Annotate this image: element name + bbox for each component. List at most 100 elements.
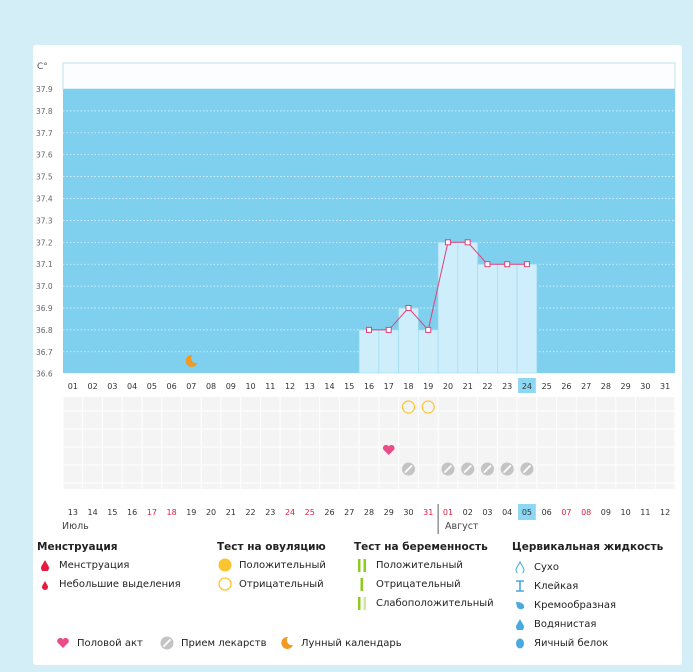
date-label: 09 xyxy=(601,508,611,517)
temperature-bar xyxy=(378,329,399,374)
egg-white-icon xyxy=(512,637,528,649)
medication-mark-stripe xyxy=(463,465,472,473)
temperature-bar xyxy=(497,263,518,374)
medication-mark-stripe xyxy=(503,465,512,473)
temperature-bar xyxy=(477,263,498,374)
date-label: 13 xyxy=(68,508,78,517)
blood-drop-icon xyxy=(37,559,53,571)
legend-cervical-watery-item: Водянистая xyxy=(512,618,596,630)
legend-cervical-eggwhite-label: Яичный белок xyxy=(534,637,609,649)
legend-moon-label: Лунный календарь xyxy=(301,637,402,649)
x-tick-label: 27 xyxy=(581,382,591,391)
y-tick-label: 37.6 xyxy=(36,151,53,160)
x-tick-label: 15 xyxy=(344,382,354,391)
legend-menstruation-label: Менструация xyxy=(59,559,130,571)
x-tick-label: 31 xyxy=(660,382,670,391)
date-label: 31 xyxy=(423,508,433,517)
selected-day-highlight xyxy=(518,378,536,393)
x-tick-label: 01 xyxy=(68,382,78,391)
x-tick-label: 14 xyxy=(324,382,334,391)
x-tick-label: 02 xyxy=(88,382,98,391)
ovulation-negative-mark xyxy=(421,400,435,414)
y-tick-label: 37.8 xyxy=(36,107,53,116)
empty-circle-icon xyxy=(217,577,233,591)
legend-medication-item: Прием лекарств xyxy=(159,636,267,650)
x-tick-label: 20 xyxy=(443,382,453,391)
legend-cervical-dry-item: Сухо xyxy=(512,561,559,573)
date-label: 10 xyxy=(621,508,631,517)
ovulation-negative-mark xyxy=(401,400,416,414)
date-label: 25 xyxy=(305,508,315,517)
legend-ovulation-negative-item: Отрицательный xyxy=(217,577,324,591)
date-label: 24 xyxy=(285,508,295,517)
creamy-drop-icon xyxy=(512,599,528,611)
x-tick-label: 29 xyxy=(621,382,631,391)
legend-pregnancy-positive-item: Положительный xyxy=(354,558,463,572)
date-label: 27 xyxy=(344,508,354,517)
date-label: 26 xyxy=(324,508,334,517)
y-tick-label: 36.6 xyxy=(36,370,53,379)
y-tick-label: 37.5 xyxy=(36,173,53,182)
sticky-icon xyxy=(512,580,528,592)
legend-spotting-label: Небольшие выделения xyxy=(59,578,181,590)
y-tick-label: 37.1 xyxy=(36,260,53,269)
double-bar-icon xyxy=(354,558,370,572)
x-tick-label: 09 xyxy=(226,382,236,391)
x-tick-label: 13 xyxy=(305,382,315,391)
date-label: 05 xyxy=(522,508,532,517)
medication-mark-stripe xyxy=(404,465,413,473)
x-tick-label: 10 xyxy=(245,382,255,391)
heart-icon xyxy=(55,637,71,649)
date-label: 11 xyxy=(640,508,650,517)
legend-cervical-sticky-label: Клейкая xyxy=(534,580,579,592)
x-tick-label: 19 xyxy=(423,382,433,391)
date-label: 28 xyxy=(364,508,374,517)
legend-ovulation-negative-label: Отрицательный xyxy=(239,578,324,590)
legend-medication-label: Прием лекарств xyxy=(181,637,267,649)
plot-area xyxy=(63,89,675,373)
legend-ovulation-positive-label: Положительный xyxy=(239,559,326,571)
faint-double-bar-icon xyxy=(354,596,370,610)
legend-cervical-sticky-item: Клейкая xyxy=(512,580,578,592)
temperature-point xyxy=(425,326,432,333)
x-tick-label: 03 xyxy=(107,382,117,391)
x-tick-label: 16 xyxy=(364,382,374,391)
temperature-bar xyxy=(437,242,459,374)
water-drop-icon xyxy=(512,618,528,630)
date-label: 02 xyxy=(463,508,473,517)
x-tick-label: 22 xyxy=(482,382,492,391)
medication-mark-stripe xyxy=(444,465,452,473)
legend-pregnancy-faint-label: Слабоположительный xyxy=(376,597,494,609)
date-label: 20 xyxy=(206,508,216,517)
y-tick-label: 36.9 xyxy=(36,304,53,313)
y-tick-label: 37.3 xyxy=(36,216,53,225)
x-tick-label: 12 xyxy=(285,382,295,391)
legend-intercourse-label: Половой акт xyxy=(77,637,143,649)
x-tick-label: 18 xyxy=(403,382,413,391)
pill-icon xyxy=(159,636,175,650)
y-tick-label: 36.7 xyxy=(36,348,53,357)
temperature-point xyxy=(464,239,471,246)
temperature-point xyxy=(444,239,451,246)
date-label: 12 xyxy=(660,508,670,517)
month-left-label: Июль xyxy=(62,521,89,532)
filled-circle-icon xyxy=(217,558,233,572)
month-right-label: Август xyxy=(445,521,479,532)
x-tick-label: 24 xyxy=(522,382,532,391)
date-label: 08 xyxy=(581,508,591,517)
y-tick-label: 37.7 xyxy=(36,129,53,138)
date-label: 18 xyxy=(166,508,176,517)
temperature-bar xyxy=(358,329,380,374)
legend-moon-item: Лунный календарь xyxy=(279,636,402,649)
legend-pregnancy-negative-item: Отрицательный xyxy=(354,577,461,591)
date-label: 23 xyxy=(265,508,275,517)
plot-top-strip xyxy=(62,62,676,90)
legend-spotting-item: Небольшие выделения xyxy=(37,578,181,590)
y-tick-label: 37.2 xyxy=(36,238,53,247)
legend-cervical-watery-label: Водянистая xyxy=(534,618,597,630)
legend-cervical-creamy-label: Кремообразная xyxy=(534,599,617,611)
date-label: 30 xyxy=(403,508,413,517)
y-tick-label: 37.9 xyxy=(36,85,53,94)
legend-pregnancy-title: Тест на беременность xyxy=(354,541,488,553)
medication-mark-stripe xyxy=(483,465,492,473)
